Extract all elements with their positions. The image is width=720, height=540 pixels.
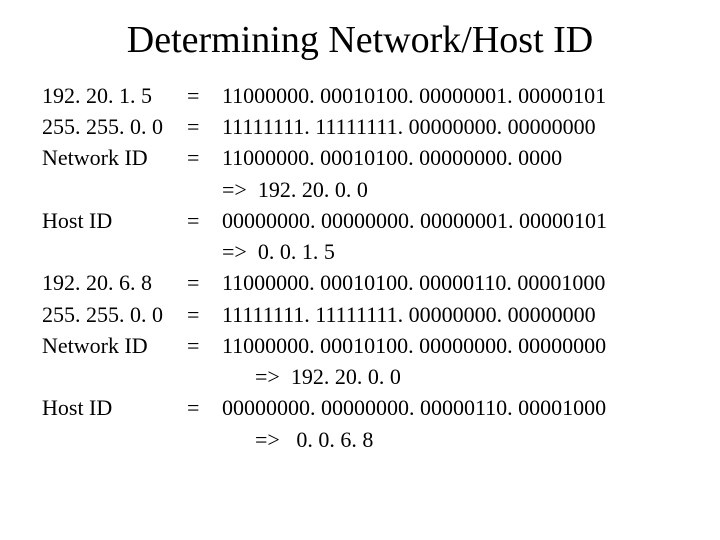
row-equals: = [187,330,222,361]
row-equals [187,174,222,205]
table-row: Network ID=11000000. 00010100. 00000000.… [42,330,678,361]
table-row: => 0. 0. 1. 5 [42,236,678,267]
row-binary: 11111111. 11111111. 00000000. 00000000 [222,111,678,142]
row-label: 255. 255. 0. 0 [42,299,187,330]
row-equals: = [187,142,222,173]
row-label: Host ID [42,205,187,236]
row-binary: 11000000. 00010100. 00000000. 0000 [222,142,678,173]
row-label: 255. 255. 0. 0 [42,111,187,142]
table-row: 192. 20. 1. 5=11000000. 00010100. 000000… [42,80,678,111]
table-row: Host ID=00000000. 00000000. 00000001. 00… [42,205,678,236]
row-equals [187,236,222,267]
table-row: => 0. 0. 6. 8 [42,424,678,455]
row-label [42,236,187,267]
content-table: 192. 20. 1. 5=11000000. 00010100. 000000… [42,80,678,455]
row-equals: = [187,392,222,423]
table-row: Host ID=00000000. 00000000. 00000110. 00… [42,392,678,423]
row-label: 192. 20. 6. 8 [42,267,187,298]
table-row: => 192. 20. 0. 0 [42,361,678,392]
row-equals: = [187,80,222,111]
row-binary: => 192. 20. 0. 0 [222,174,678,205]
row-label: Network ID [42,142,187,173]
row-label [42,174,187,205]
row-equals: = [187,205,222,236]
row-binary: 11000000. 00010100. 00000110. 00001000 [222,267,678,298]
row-binary: 00000000. 00000000. 00000110. 00001000 [222,392,678,423]
row-equals [187,424,222,455]
row-binary: 11111111. 11111111. 00000000. 00000000 [222,299,678,330]
table-row: 192. 20. 6. 8=11000000. 00010100. 000001… [42,267,678,298]
row-binary: 11000000. 00010100. 00000000. 00000000 [222,330,678,361]
slide-title: Determining Network/Host ID [42,18,678,62]
row-binary: 11000000. 00010100. 00000001. 00000101 [222,80,678,111]
row-binary: => 0. 0. 6. 8 [222,424,678,455]
row-label [42,361,187,392]
row-binary: => 192. 20. 0. 0 [222,361,678,392]
row-binary: 00000000. 00000000. 00000001. 00000101 [222,205,678,236]
row-label: 192. 20. 1. 5 [42,80,187,111]
row-label: Network ID [42,330,187,361]
table-row: => 192. 20. 0. 0 [42,174,678,205]
table-row: Network ID=11000000. 00010100. 00000000.… [42,142,678,173]
row-label [42,424,187,455]
row-equals [187,361,222,392]
table-row: 255. 255. 0. 0=11111111. 11111111. 00000… [42,299,678,330]
row-binary: => 0. 0. 1. 5 [222,236,678,267]
row-label: Host ID [42,392,187,423]
row-equals: = [187,299,222,330]
row-equals: = [187,111,222,142]
table-row: 255. 255. 0. 0=11111111. 11111111. 00000… [42,111,678,142]
row-equals: = [187,267,222,298]
slide: Determining Network/Host ID 192. 20. 1. … [0,0,720,540]
